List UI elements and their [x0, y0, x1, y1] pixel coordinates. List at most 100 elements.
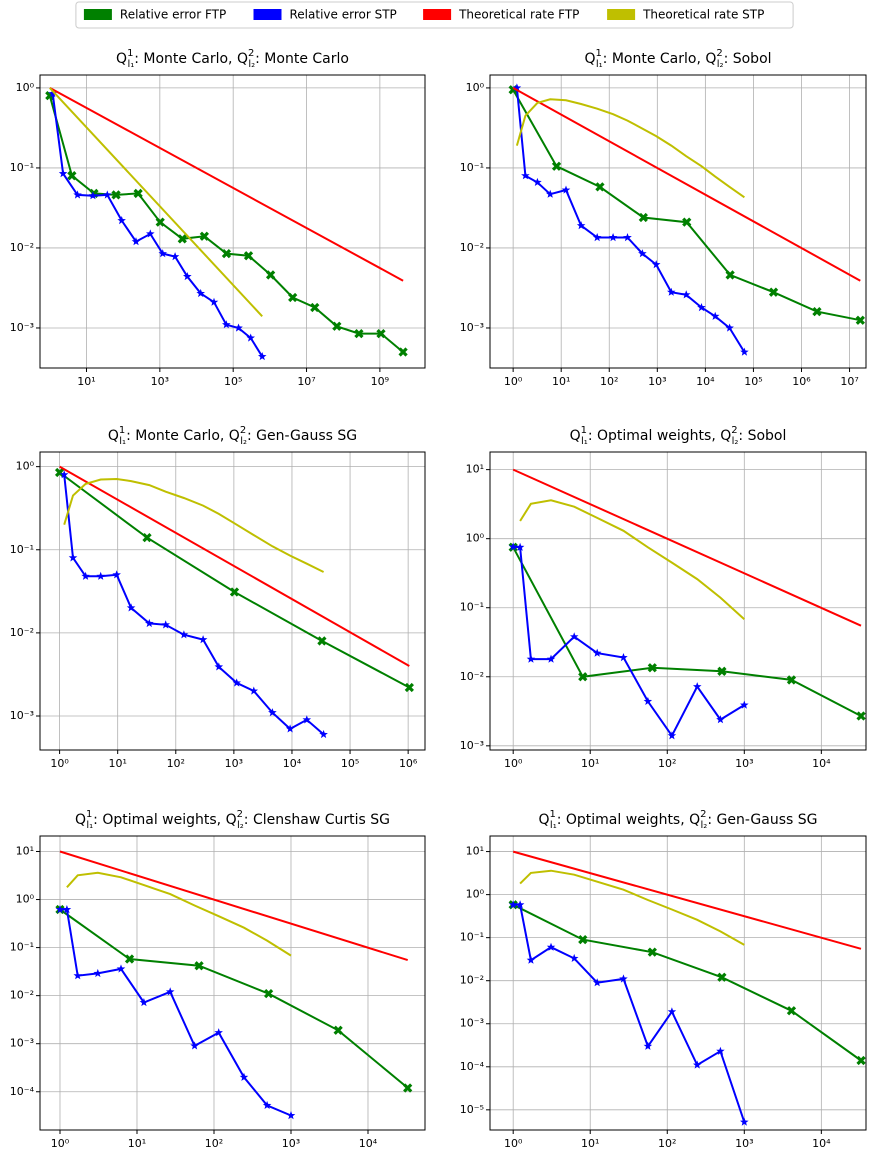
y-tick-label: 10⁻²: [460, 670, 484, 683]
x-tick-label: 10¹: [581, 1137, 599, 1150]
legend-swatch: [607, 9, 636, 20]
title-text: : Monte Carlo,: [134, 51, 237, 67]
y-tick-label: 10⁰: [466, 888, 485, 901]
x-tick-label: 10⁴: [359, 1137, 378, 1150]
star-marker: [179, 630, 189, 639]
star-marker: [619, 653, 628, 662]
y-tick-label: 10⁻³: [10, 321, 34, 334]
subplot: Q1 l₁: Optimal weights, Q2 l₂: Clenshaw Cu…: [10, 809, 426, 1150]
title-sup: 2: [248, 48, 254, 59]
x-tick-label: 10⁷: [297, 375, 315, 388]
x-marker: [786, 1006, 797, 1016]
title-sub: l₂: [248, 59, 255, 70]
x-marker: [142, 532, 152, 543]
x-marker: [265, 270, 276, 280]
star-marker: [68, 553, 78, 562]
y-tick-label: 10⁻¹: [10, 161, 34, 174]
y-tick-label: 10⁻⁵: [460, 1103, 484, 1116]
title-sup: 2: [237, 809, 243, 820]
star-marker: [570, 632, 579, 641]
x-tick-label: 10¹: [581, 757, 599, 770]
x-marker: [194, 961, 204, 971]
star-marker: [131, 237, 141, 246]
title-text: : Monte Carlo,: [603, 51, 706, 67]
star-marker: [55, 905, 65, 914]
star-marker: [693, 682, 702, 691]
x-marker: [398, 347, 408, 357]
y-tick-label: 10⁻²: [460, 974, 484, 987]
x-marker: [856, 711, 866, 721]
star-marker: [112, 570, 121, 579]
star-marker: [643, 1041, 653, 1050]
title-sub: l₁: [581, 436, 588, 447]
star-marker: [561, 185, 571, 194]
y-tick-label: 10⁻²: [10, 626, 34, 639]
x-marker: [856, 1055, 866, 1066]
title-sub: l₂: [717, 59, 724, 70]
y-tick-label: 10⁰: [16, 81, 35, 94]
y-tick-label: 10⁻³: [460, 739, 484, 752]
star-marker: [73, 971, 82, 980]
title-sup: 1: [581, 425, 587, 436]
star-marker: [526, 955, 536, 964]
star-marker: [740, 1117, 749, 1126]
y-tick-label: 10⁻¹: [460, 161, 484, 174]
star-marker: [652, 260, 661, 269]
star-marker: [570, 953, 579, 962]
axes-frame: [489, 835, 867, 1131]
star-marker: [608, 233, 618, 242]
star-marker: [515, 542, 525, 551]
star-marker: [667, 731, 677, 740]
star-marker: [93, 968, 103, 978]
title-sub: l₂: [237, 820, 244, 831]
y-tick-label: 10⁻²: [10, 241, 34, 254]
star-marker: [521, 171, 530, 180]
star-marker: [58, 169, 68, 178]
x-tick-label: 10¹: [128, 1137, 146, 1150]
star-marker: [286, 1111, 296, 1120]
title-sub: l₁: [119, 436, 126, 447]
subplot-title: Q1 l₁: Optimal weights, Q2 l₂: Sobol: [570, 425, 787, 447]
legend: Relative error FTP Relative error STP Theo…: [75, 1, 794, 29]
star-marker: [619, 974, 628, 983]
title-text: Q: [226, 812, 237, 828]
series-line: [519, 499, 745, 621]
axes-frame: [489, 74, 867, 369]
title-text: : Monte Carlo: [255, 51, 349, 67]
y-tick-label: 10⁻³: [460, 1017, 484, 1030]
x-marker: [155, 217, 165, 227]
x-tick-label: 10¹: [552, 375, 570, 388]
y-tick-label: 10¹: [16, 844, 34, 857]
x-tick-label: 10²: [167, 757, 185, 770]
x-marker: [647, 663, 657, 673]
x-marker: [333, 1025, 343, 1035]
x-marker: [111, 190, 121, 200]
x-marker: [288, 292, 298, 303]
x-marker: [682, 217, 692, 227]
series-line: [512, 903, 862, 1062]
star-marker: [623, 233, 632, 242]
series-line: [512, 546, 862, 717]
star-marker: [59, 470, 69, 479]
series-line: [48, 95, 404, 353]
subplot-title: Q1 l₁: Monte Carlo, Q2 l₂: Gen-Gauss SG: [108, 425, 357, 447]
star-marker: [190, 1041, 199, 1050]
star-marker: [592, 648, 602, 657]
star-marker: [508, 542, 518, 551]
star-marker: [740, 347, 749, 356]
x-marker: [717, 666, 727, 676]
x-tick-label: 10¹: [108, 757, 126, 770]
axes-frame: [489, 451, 867, 751]
star-marker: [117, 216, 126, 225]
title-text: : Clenshaw Curtis SG: [244, 812, 390, 828]
x-marker: [177, 234, 187, 244]
title-text: Q: [75, 812, 86, 828]
subplot-title: Q1 l₁: Optimal weights, Q2 l₂: Clenshaw Cu…: [75, 809, 390, 831]
legend-label: Theoretical rate FTP: [458, 8, 579, 22]
title-sub: l₁: [127, 59, 134, 70]
x-tick-label: 10²: [205, 1137, 223, 1150]
x-tick-label: 10¹: [77, 375, 95, 388]
title-sup: 2: [240, 425, 246, 436]
